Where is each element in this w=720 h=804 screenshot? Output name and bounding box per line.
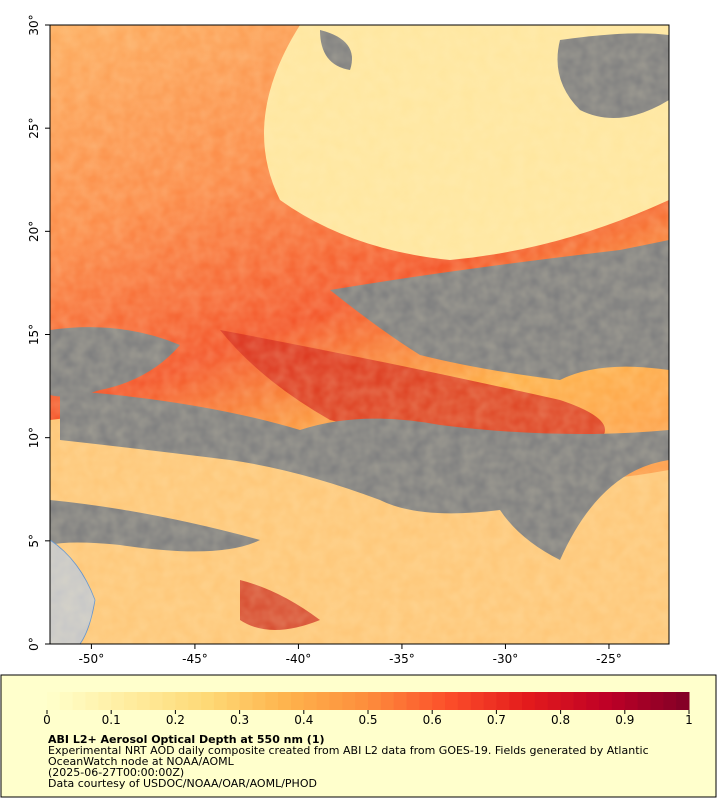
x-tick-label: -40°: [286, 652, 312, 666]
colorbar-step: [547, 692, 562, 710]
colorbar-step: [188, 692, 202, 710]
colorbar-step: [59, 692, 74, 710]
colorbar-step: [149, 692, 164, 710]
x-tick-label: -35°: [389, 652, 415, 666]
colorbar-step: [393, 692, 408, 710]
x-tick-label: -45°: [182, 652, 208, 666]
colorbar-tick-label: 0.9: [615, 713, 634, 727]
colorbar-tick-label: 0.6: [423, 713, 442, 727]
colorbar-step: [162, 692, 176, 710]
caption-line: Data courtesy of USDOC/NOAA/OAR/AOML/PHO…: [48, 777, 317, 790]
colorbar-step: [445, 692, 459, 710]
colorbar-step: [111, 692, 125, 710]
colorbar-step: [637, 692, 651, 710]
colorbar-step: [47, 692, 61, 710]
y-tick-label: 0°: [27, 637, 41, 651]
y-tick-label: 20°: [27, 221, 41, 242]
colorbar-step: [650, 692, 664, 710]
x-tick-label: -25°: [596, 652, 622, 666]
y-tick-label: 15°: [27, 324, 41, 345]
texture: [50, 25, 669, 644]
colorbar-step: [586, 692, 600, 710]
colorbar-step: [85, 692, 99, 710]
caption-line: Experimental NRT AOD daily composite cre…: [48, 744, 649, 757]
colorbar-step: [509, 692, 523, 710]
colorbar-tick-label: 0.1: [102, 713, 121, 727]
colorbar-step: [124, 692, 138, 710]
colorbar-step: [624, 692, 639, 710]
colorbar-step: [573, 692, 587, 710]
colorbar-step: [663, 692, 677, 710]
colorbar-step: [226, 692, 241, 710]
map: [49, 24, 670, 645]
colorbar-step: [470, 692, 485, 710]
caption-title: ABI L2+ Aerosol Optical Depth at 550 nm …: [48, 733, 325, 746]
colorbar-step: [239, 692, 253, 710]
colorbar-tick-label: 0.8: [551, 713, 570, 727]
colorbar-step: [522, 692, 536, 710]
colorbar-step: [406, 692, 420, 710]
colorbar-step: [676, 692, 690, 710]
colorbar-step: [98, 692, 112, 710]
colorbar-tick-label: 0.5: [358, 713, 377, 727]
x-tick-label: -30°: [493, 652, 519, 666]
colorbar-step: [483, 692, 497, 710]
x-tick-label: -50°: [79, 652, 105, 666]
caption-line: (2025-06-27T00:00:00Z): [48, 766, 184, 779]
colorbar-tick-label: 1: [685, 713, 693, 727]
colorbar-step: [252, 692, 266, 710]
colorbar-tick-label: 0.3: [230, 713, 249, 727]
colorbar-step: [611, 692, 626, 710]
colorbar-step: [368, 692, 382, 710]
colorbar-step: [265, 692, 279, 710]
colorbar-step: [599, 692, 613, 710]
colorbar-step: [419, 692, 433, 710]
y-tick-label: 30°: [27, 14, 41, 35]
colorbar-step: [278, 692, 292, 710]
colorbar-step: [316, 692, 330, 710]
colorbar-step: [303, 692, 318, 710]
colorbar-step: [342, 692, 356, 710]
colorbar-tick-label: 0.7: [487, 713, 506, 727]
colorbar-step: [534, 692, 549, 710]
colorbar-step: [560, 692, 574, 710]
colorbar-step: [496, 692, 510, 710]
colorbar-step: [72, 692, 87, 710]
y-tick-label: 5°: [27, 534, 41, 548]
colorbar-step: [355, 692, 369, 710]
colorbar-step: [201, 692, 215, 710]
colorbar-tick-label: 0.4: [294, 713, 313, 727]
colorbar-step: [213, 692, 228, 710]
colorbar-step: [380, 692, 395, 710]
colorbar-tick-label: 0: [43, 713, 51, 727]
colorbar-step: [136, 692, 151, 710]
y-tick-label: 25°: [27, 118, 41, 139]
colorbar-step: [290, 692, 305, 710]
caption-line: OceanWatch node at NOAA/AOML: [48, 755, 235, 768]
colorbar-step: [457, 692, 472, 710]
colorbar-step: [329, 692, 343, 710]
colorbar-tick-label: 0.2: [166, 713, 185, 727]
y-tick-label: 10°: [27, 427, 41, 448]
colorbar-step: [175, 692, 189, 710]
colorbar-step: [432, 692, 446, 710]
